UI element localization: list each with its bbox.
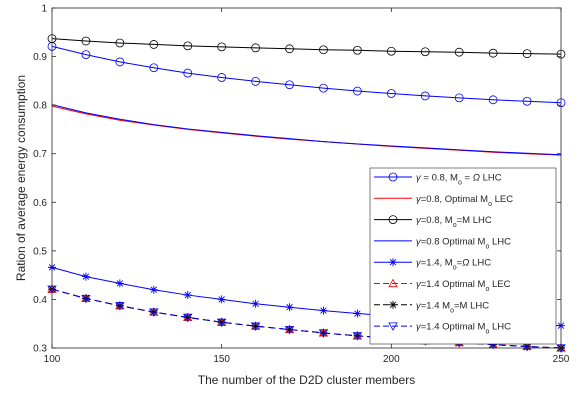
legend-label: γ=0.8, Optimal Mo LEC <box>416 194 513 208</box>
series-3-point <box>420 47 430 57</box>
series-4 <box>51 104 562 156</box>
y-tick-label: 0.8 <box>33 101 47 112</box>
legend: γ = 0.8, Mo = Ω LHC γ=0.8, Optimal Mo LEC… <box>369 167 557 345</box>
y-tick-label: 0.4 <box>33 295 47 306</box>
series-3-point <box>115 38 125 48</box>
series-1-point <box>81 50 91 60</box>
legend-marker <box>388 215 398 225</box>
series-3-point <box>251 43 261 53</box>
series-7-point <box>217 318 226 327</box>
y-tick-label: 0.5 <box>33 246 47 257</box>
series-8-point <box>149 308 159 317</box>
legend-item: γ=0.8, Mo=M LHC <box>374 215 492 229</box>
legend-item: γ=1.4 Optimal Mo LEC <box>374 278 511 293</box>
legend-label: γ=1.4 Optimal Mo LEC <box>416 279 511 293</box>
series-3-line <box>51 38 562 55</box>
series-7-point <box>251 322 260 331</box>
series-3 <box>47 34 566 59</box>
legend-item: γ=1.4 Mo=M LHC <box>374 300 489 314</box>
legend-label: γ=1.4 Mo=M LHC <box>416 300 489 314</box>
series-1-point <box>352 86 362 96</box>
x-tick-label: 150 <box>213 354 230 365</box>
legend-label: γ=1.4 Optimal Mo LHC <box>416 322 511 336</box>
series-8-point <box>183 313 193 323</box>
series-5-point <box>115 279 124 288</box>
y-tick-label: 0.3 <box>33 344 47 355</box>
series-7-point <box>285 325 294 334</box>
series-3-point <box>81 36 91 46</box>
series-3-point <box>488 48 498 58</box>
series-1-point <box>454 93 464 103</box>
legend-marker <box>389 258 397 267</box>
x-axis-label: The number of the D2D cluster members <box>198 373 415 387</box>
series-5-point <box>217 295 226 304</box>
series-1-line <box>51 45 562 104</box>
series-1-point <box>251 76 261 86</box>
series-8-point <box>250 322 261 331</box>
series-3-point <box>454 47 464 57</box>
series-8-point <box>352 332 363 341</box>
series-1-point <box>149 63 159 73</box>
legend-item: γ=0.8, Optimal Mo LEC <box>374 194 513 208</box>
series-3-point <box>352 45 362 55</box>
legend-marker <box>389 300 397 309</box>
x-tick-label: 250 <box>553 354 570 365</box>
legend-marker <box>388 172 398 182</box>
x-tick-label: 100 <box>44 354 61 365</box>
series-1-point <box>217 73 227 82</box>
series-1 <box>47 41 566 108</box>
legend-item: γ = 0.8, Mo = Ω LHC <box>374 172 502 187</box>
series-8-point <box>318 329 329 338</box>
series-layer <box>47 34 566 353</box>
series-4-line <box>51 104 562 156</box>
series-8-point <box>81 294 91 304</box>
plot-frame <box>51 7 562 349</box>
series-5-point <box>81 272 90 281</box>
x-tick-label: 200 <box>383 354 400 365</box>
series-1-point <box>386 89 396 98</box>
series-1-point <box>488 95 498 105</box>
y-tick-label: 0.9 <box>33 52 47 63</box>
series-1-point <box>115 57 125 67</box>
legend-marker <box>388 278 398 288</box>
y-tick-label: 0.6 <box>33 198 47 209</box>
series-3-point <box>386 46 396 56</box>
axis-layer: 100 150 200 250 0.3 0.4 0.5 0.6 0.7 0.8 0.9 1 <box>33 4 570 366</box>
series-5-point <box>183 291 192 300</box>
series-8-point <box>284 325 295 335</box>
legend-label: γ=0.8, Mo=M LHC <box>416 215 492 229</box>
y-tick-label: 0.7 <box>33 149 47 160</box>
legend-item: γ=0.8 Optimal Mo LHC <box>374 236 511 250</box>
y-axis-label: Ration of average energy consumption <box>14 75 28 281</box>
series-1-point <box>319 83 328 93</box>
legend-label: γ=1.4, Mo=Ω LHC <box>416 258 491 272</box>
series-1-point <box>285 80 294 90</box>
series-5-point <box>353 309 362 318</box>
series-5-point <box>149 285 158 294</box>
legend-item: γ=1.4, Mo=Ω LHC <box>374 258 491 272</box>
y-tick-label: 1 <box>41 4 47 15</box>
series-3-point <box>217 42 227 52</box>
legend-item: γ=1.4 Optimal Mo LHC <box>374 322 511 336</box>
legend-label: γ = 0.8, Mo = Ω LHC <box>416 173 502 187</box>
legend-marker <box>388 322 398 331</box>
series-3-point <box>319 45 328 55</box>
series-8-point <box>216 318 227 328</box>
series-5-point <box>319 306 328 315</box>
series-1-point <box>522 96 532 106</box>
series-3-point <box>522 49 532 59</box>
legend-box <box>369 167 557 345</box>
series-5-point <box>251 299 260 308</box>
series-8-line <box>51 288 562 349</box>
series-5-point <box>285 303 294 312</box>
series-1-point <box>183 68 193 78</box>
series-3-point <box>149 40 159 49</box>
series-1-point <box>420 91 430 101</box>
legend-label: γ=0.8 Optimal Mo LHC <box>416 236 511 250</box>
series-8-point <box>115 302 125 311</box>
series-3-point <box>183 41 193 51</box>
series-3-point <box>285 44 294 54</box>
